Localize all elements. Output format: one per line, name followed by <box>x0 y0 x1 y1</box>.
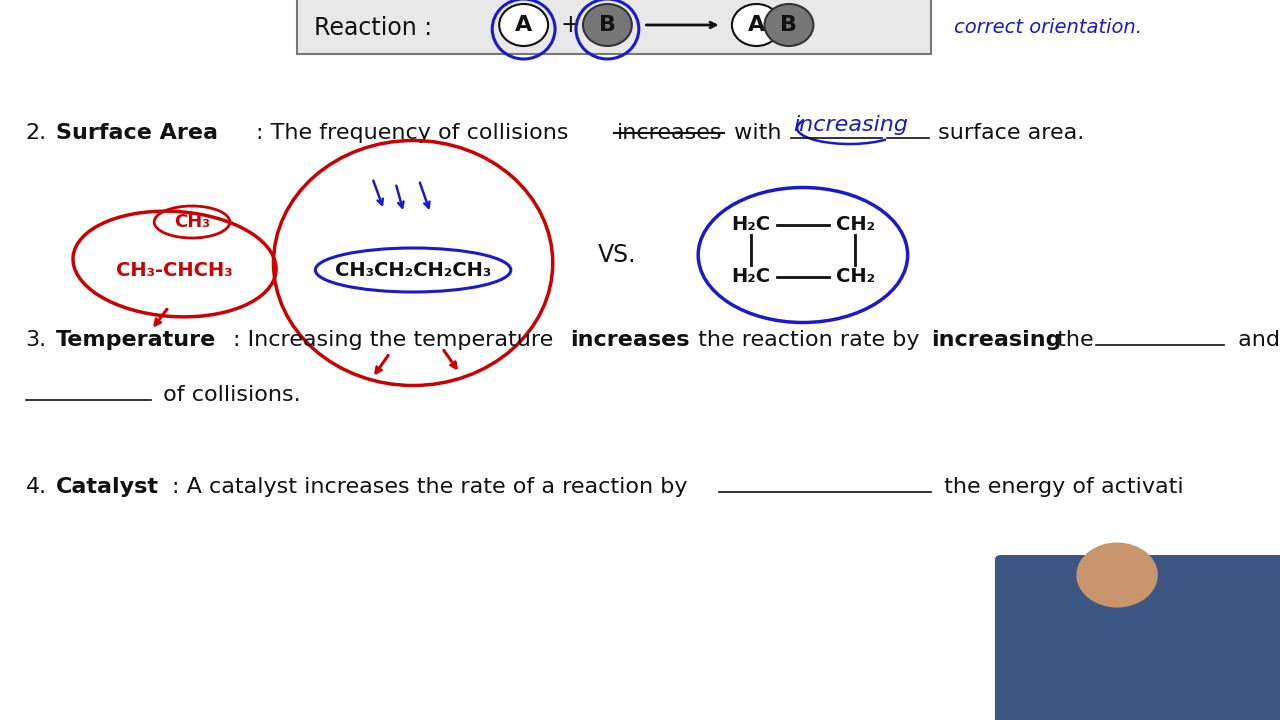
Text: CH₃CH₂CH₂CH₃: CH₃CH₂CH₂CH₃ <box>335 261 492 279</box>
Text: of collisions.: of collisions. <box>156 385 301 405</box>
Ellipse shape <box>499 4 548 46</box>
Ellipse shape <box>1076 542 1158 608</box>
Ellipse shape <box>582 4 632 46</box>
Ellipse shape <box>732 4 781 46</box>
Text: surface area.: surface area. <box>931 123 1084 143</box>
Text: Reaction :: Reaction : <box>314 16 433 40</box>
Text: VS.: VS. <box>598 243 636 267</box>
Text: increasing: increasing <box>794 115 909 135</box>
Text: increasing: increasing <box>931 330 1061 350</box>
Text: 2.: 2. <box>26 123 47 143</box>
Text: increases: increases <box>617 123 722 143</box>
Text: CH₂: CH₂ <box>836 215 874 235</box>
Text: H₂C: H₂C <box>731 268 771 287</box>
Text: A: A <box>748 15 765 35</box>
Text: with: with <box>727 123 782 143</box>
Text: A: A <box>515 15 532 35</box>
Text: CH₃-CHCH₃: CH₃-CHCH₃ <box>116 261 233 279</box>
Text: B: B <box>781 15 797 35</box>
Text: : The frequency of collisions: : The frequency of collisions <box>256 123 576 143</box>
Text: H₂C: H₂C <box>731 215 771 235</box>
Text: +: + <box>561 13 580 37</box>
Text: increases: increases <box>570 330 690 350</box>
FancyBboxPatch shape <box>995 555 1280 720</box>
Text: CH₃: CH₃ <box>174 213 210 231</box>
Text: the reaction rate by: the reaction rate by <box>691 330 927 350</box>
Text: Surface Area: Surface Area <box>56 123 218 143</box>
Text: 4.: 4. <box>26 477 47 497</box>
Text: 3.: 3. <box>26 330 47 350</box>
Ellipse shape <box>764 4 813 46</box>
Text: Temperature: Temperature <box>56 330 216 350</box>
Text: correct orientation.: correct orientation. <box>954 18 1142 37</box>
Text: CH₂: CH₂ <box>836 268 874 287</box>
Text: B: B <box>599 15 616 35</box>
Text: the energy of activati: the energy of activati <box>937 477 1183 497</box>
Text: : A catalyst increases the rate of a reaction by: : A catalyst increases the rate of a rea… <box>173 477 687 497</box>
Text: Catalyst: Catalyst <box>56 477 159 497</box>
Text: the: the <box>1050 330 1093 350</box>
FancyBboxPatch shape <box>297 0 931 54</box>
Text: and: and <box>1231 330 1280 350</box>
Text: : Increasing the temperature: : Increasing the temperature <box>233 330 561 350</box>
